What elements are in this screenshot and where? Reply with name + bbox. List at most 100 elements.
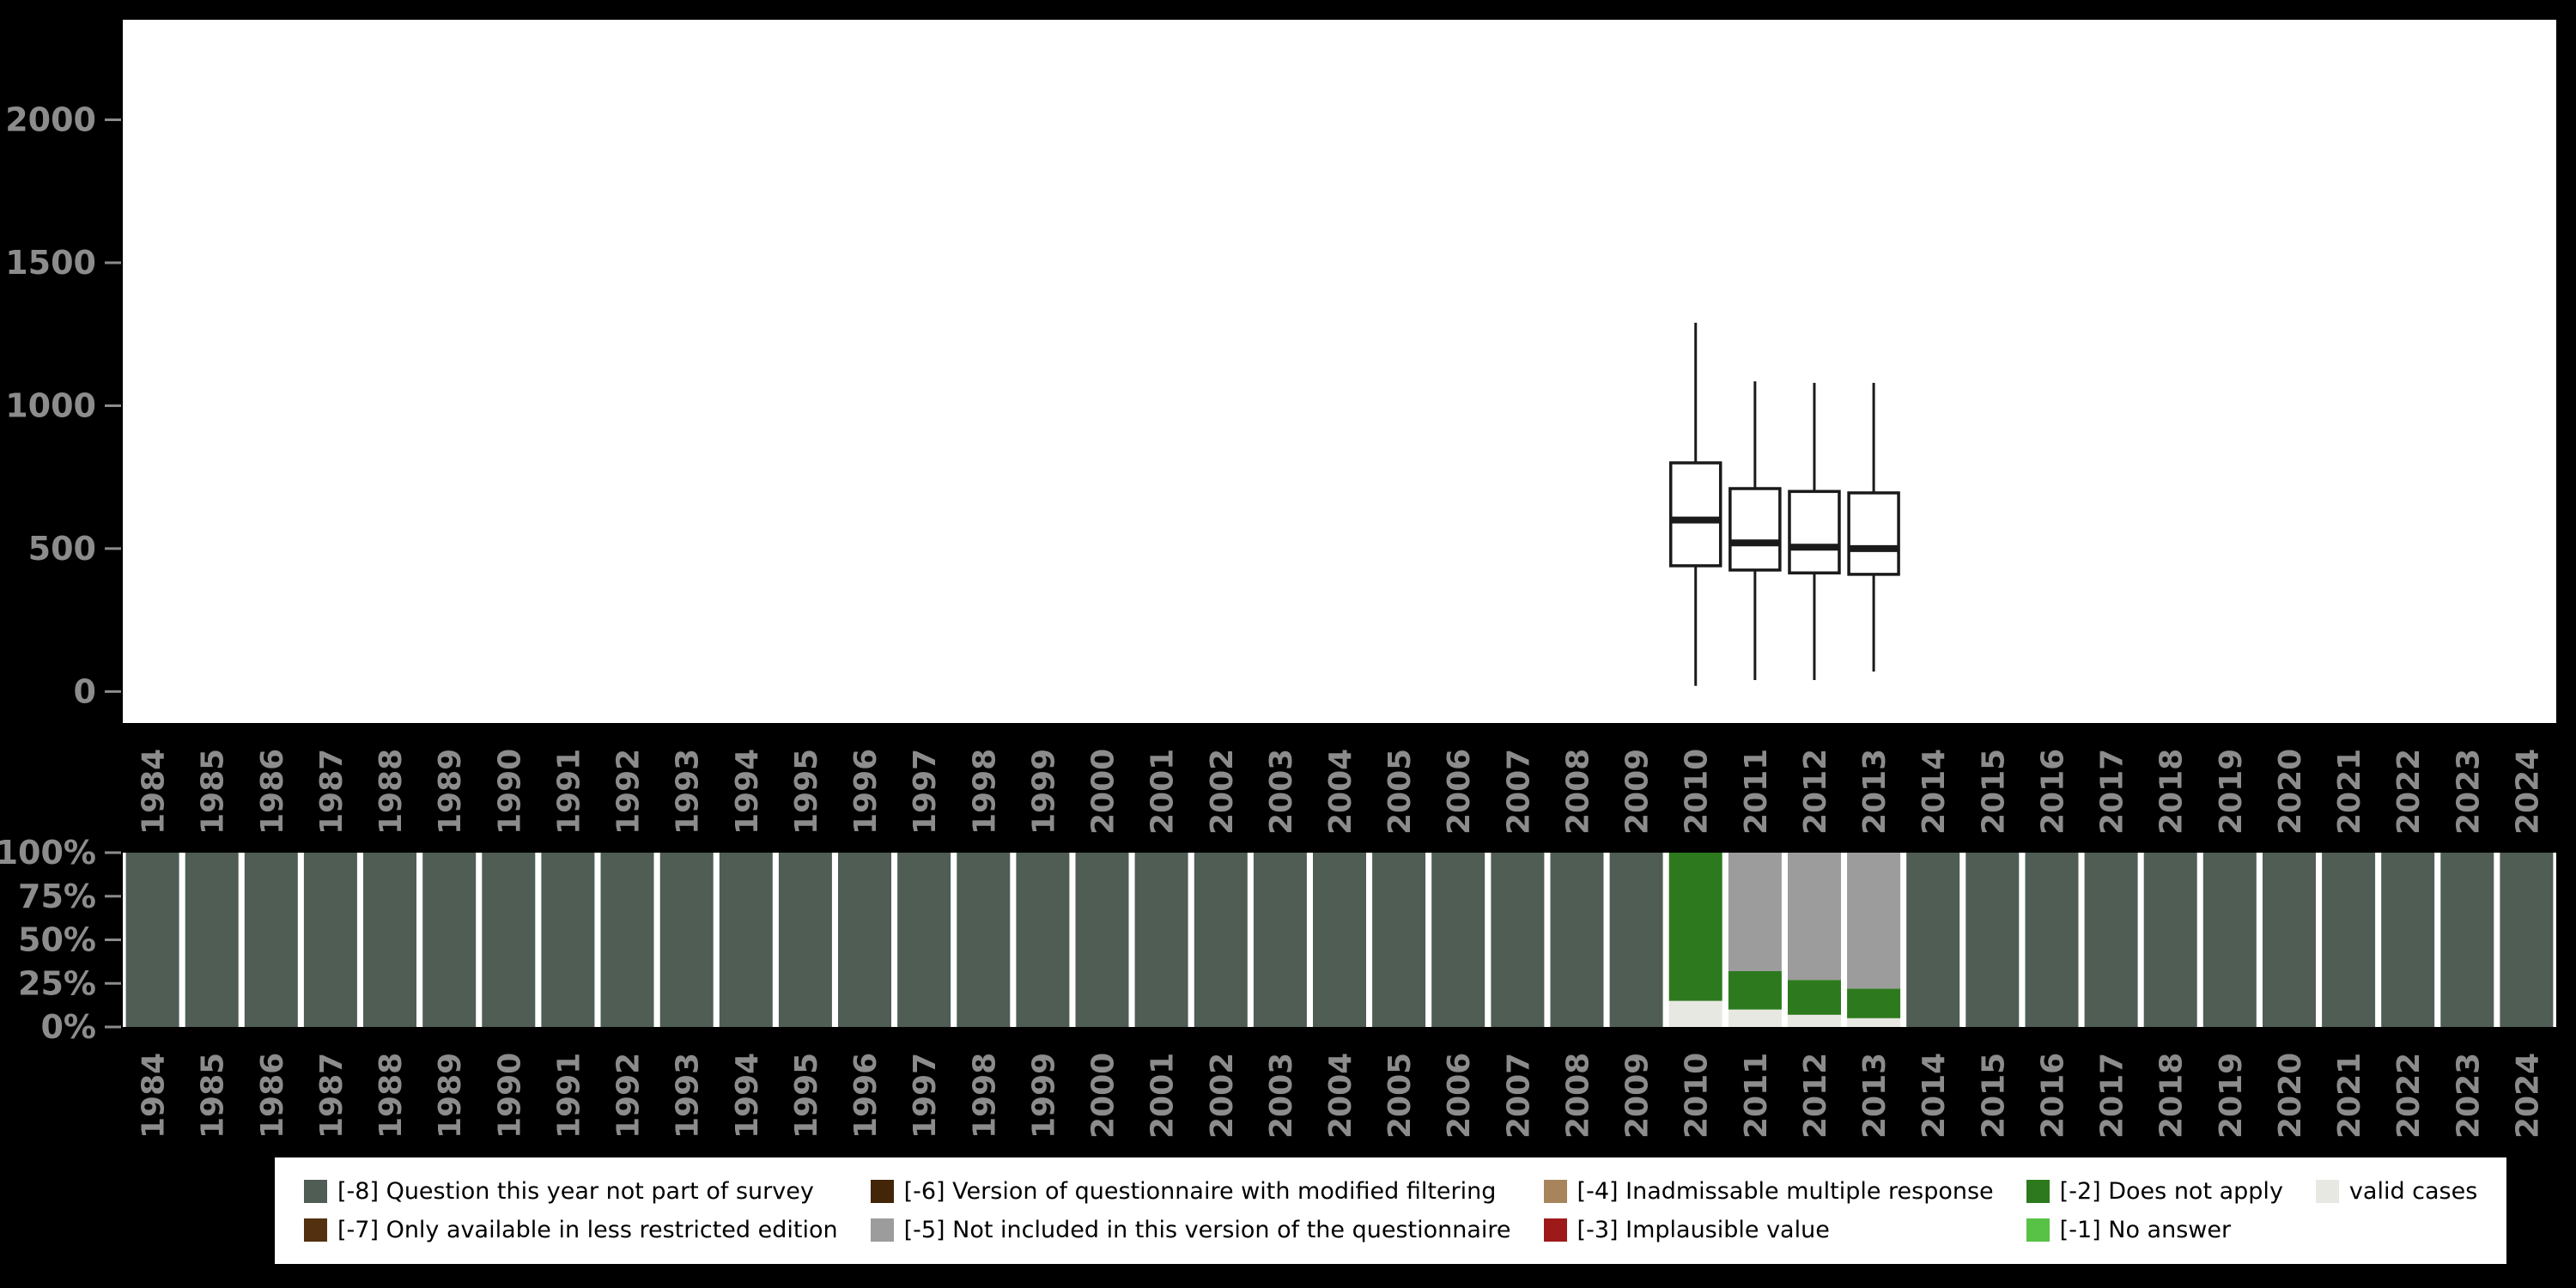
bar-segment-2011--5[interactable] bbox=[1728, 853, 1782, 971]
bar-segment-1989--8[interactable] bbox=[422, 853, 477, 1027]
bar-segment-1991--8[interactable] bbox=[541, 853, 595, 1027]
bar-segment-1996--8[interactable] bbox=[838, 853, 891, 1027]
bar-segment-2013-valid[interactable] bbox=[1847, 1018, 1901, 1027]
bar-segment-2012--2[interactable] bbox=[1788, 980, 1841, 1015]
boxplot-x-axis-year-label: 2002 bbox=[1205, 749, 1240, 835]
bar-segment-1990--8[interactable] bbox=[482, 853, 536, 1027]
missings-x-axis-year-label: 2024 bbox=[2510, 1053, 2545, 1139]
bar-segment-2007--8[interactable] bbox=[1491, 853, 1545, 1027]
missings-x-axis-year-label: 2003 bbox=[1264, 1053, 1299, 1139]
bar-segment-2015--8[interactable] bbox=[1965, 853, 2020, 1027]
boxplot-2013[interactable] bbox=[1847, 382, 1900, 672]
legend-swatch-icon bbox=[304, 1180, 327, 1203]
missings-x-axis-year-label: 2010 bbox=[1680, 1053, 1715, 1139]
legend-item-valid: valid cases bbox=[2315, 1178, 2478, 1205]
bar-segment-2012--5[interactable] bbox=[1788, 853, 1841, 981]
legend-label: valid cases bbox=[2348, 1178, 2478, 1205]
bar-segment-1987--8[interactable] bbox=[303, 853, 357, 1027]
missings-x-axis-year-label: 1985 bbox=[196, 1053, 231, 1139]
boxplot-x-axis-year-label: 1988 bbox=[374, 749, 409, 835]
bar-segment-2013--5[interactable] bbox=[1847, 853, 1901, 989]
boxplot-2011[interactable] bbox=[1728, 381, 1782, 681]
bar-segment-2022--8[interactable] bbox=[2381, 853, 2435, 1027]
missings-y-axis-label: 75% bbox=[18, 878, 96, 915]
bar-segment-2005--8[interactable] bbox=[1372, 853, 1426, 1027]
bar-segment-1998--8[interactable] bbox=[957, 853, 1011, 1027]
bar-segment-2021--8[interactable] bbox=[2322, 853, 2376, 1027]
bar-segment-1992--8[interactable] bbox=[600, 853, 654, 1027]
bar-segment-1985--8[interactable] bbox=[185, 853, 239, 1027]
missings-x-axis-year-label: 2015 bbox=[1976, 1053, 2011, 1139]
bar-segment-1986--8[interactable] bbox=[244, 853, 298, 1027]
bar-segment-2013--2[interactable] bbox=[1847, 988, 1901, 1018]
missings-x-axis-year-label: 1997 bbox=[908, 1053, 943, 1139]
boxplot-x-axis-year-label: 2020 bbox=[2273, 749, 2308, 835]
missings-x-axis-year-label: 1990 bbox=[492, 1053, 527, 1139]
missings-x-axis-year-label: 1986 bbox=[255, 1053, 290, 1139]
bar-segment-2009--8[interactable] bbox=[1609, 853, 1663, 1027]
boxplot-x-axis-year-label: 1992 bbox=[611, 749, 647, 835]
bar-segment-2019--8[interactable] bbox=[2202, 853, 2257, 1027]
bar-segment-2017--8[interactable] bbox=[2084, 853, 2138, 1027]
bar-segment-2000--8[interactable] bbox=[1075, 853, 1129, 1027]
missings-x-axis-year-label: 1994 bbox=[730, 1053, 765, 1139]
legend-label: [-5] Not included in this version of the… bbox=[903, 1217, 1511, 1243]
bar-segment-2002--8[interactable] bbox=[1194, 853, 1248, 1027]
boxplot-x-axis-year-label: 2006 bbox=[1442, 749, 1477, 835]
bar-segment-2010-valid[interactable] bbox=[1668, 1000, 1722, 1027]
boxplot-x-axis-year-label: 2009 bbox=[1620, 749, 1656, 835]
boxplot-x-axis-year-label: 2003 bbox=[1264, 749, 1299, 835]
bar-segment-1997--8[interactable] bbox=[897, 853, 951, 1027]
boxplot-2012[interactable] bbox=[1788, 382, 1841, 681]
boxplot-2010[interactable] bbox=[1668, 322, 1722, 686]
boxplot-x-axis-year-label: 2018 bbox=[2154, 749, 2190, 835]
bar-segment-2012-valid[interactable] bbox=[1788, 1014, 1841, 1027]
missings-x-axis-year-label: 2014 bbox=[1917, 1053, 1952, 1139]
bar-segment-2001--8[interactable] bbox=[1134, 853, 1188, 1027]
bar-segment-2024--8[interactable] bbox=[2500, 853, 2554, 1027]
bar-segment-2003--8[interactable] bbox=[1253, 853, 1307, 1027]
boxplot-x-axis-year-label: 2000 bbox=[1086, 749, 1121, 835]
bar-segment-2014--8[interactable] bbox=[1906, 853, 1960, 1027]
boxplot-x-axis-year-label: 2019 bbox=[2214, 749, 2249, 835]
bar-segment-2016--8[interactable] bbox=[2025, 853, 2079, 1027]
bar-segment-2020--8[interactable] bbox=[2263, 853, 2316, 1027]
bar-segment-2010--2[interactable] bbox=[1668, 853, 1722, 1001]
bar-segment-1993--8[interactable] bbox=[659, 853, 714, 1027]
bar-segment-2004--8[interactable] bbox=[1313, 853, 1366, 1027]
boxplot-y-axis-label: 1000 bbox=[5, 386, 96, 424]
legend-item--2: [-2] Does not apply bbox=[2026, 1178, 2283, 1205]
bar-segment-2006--8[interactable] bbox=[1431, 853, 1485, 1027]
bar-segment-2011-valid[interactable] bbox=[1728, 1009, 1782, 1027]
legend-swatch-icon bbox=[304, 1218, 327, 1242]
boxplot-box bbox=[1728, 487, 1782, 572]
legend-item--1: [-1] No answer bbox=[2026, 1217, 2283, 1243]
missings-x-axis-year-label: 2001 bbox=[1145, 1053, 1181, 1139]
boxplot-x-axis-year-label: 2024 bbox=[2510, 749, 2545, 835]
bar-segment-1988--8[interactable] bbox=[363, 853, 416, 1027]
bar-segment-2008--8[interactable] bbox=[1550, 853, 1604, 1027]
bar-segment-1994--8[interactable] bbox=[719, 853, 773, 1027]
bar-segment-2011--2[interactable] bbox=[1728, 971, 1782, 1010]
boxplot-x-axis-year-label: 2016 bbox=[2036, 749, 2071, 835]
bar-segment-1984--8[interactable] bbox=[125, 853, 179, 1027]
bar-segment-1995--8[interactable] bbox=[778, 853, 832, 1027]
boxplot-x-axis-year-label: 2012 bbox=[1798, 749, 1833, 835]
boxplot-x-axis-year-label: 1999 bbox=[1026, 749, 1061, 835]
boxplot-x-axis-year-label: 2017 bbox=[2095, 749, 2130, 835]
bar-segment-1999--8[interactable] bbox=[1016, 853, 1070, 1027]
legend-item--7: [-7] Only available in less restricted e… bbox=[304, 1217, 838, 1243]
bar-segment-2023--8[interactable] bbox=[2440, 853, 2494, 1027]
boxplot-plot-area bbox=[123, 20, 2556, 723]
bar-segment-2018--8[interactable] bbox=[2143, 853, 2197, 1027]
missings-x-axis-year-label: 2004 bbox=[1323, 1053, 1358, 1139]
missings-x-axis-year-label: 1992 bbox=[611, 1053, 647, 1139]
legend-swatch-icon bbox=[870, 1218, 894, 1242]
boxplot-x-axis-year-label: 2001 bbox=[1145, 749, 1181, 835]
legend-label: [-6] Version of questionnaire with modif… bbox=[903, 1178, 1497, 1205]
legend-label: [-8] Question this year not part of surv… bbox=[337, 1178, 814, 1205]
missings-x-axis-year-label: 2005 bbox=[1382, 1053, 1418, 1139]
boxplot-x-axis-year-label: 1998 bbox=[967, 749, 1002, 835]
boxplot-x-axis-year-label: 2004 bbox=[1323, 749, 1358, 835]
